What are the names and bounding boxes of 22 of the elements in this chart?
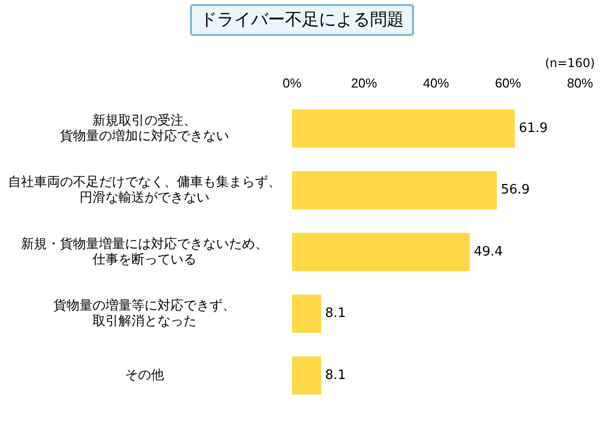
data-label: 49.4 [474, 244, 503, 260]
bar [292, 109, 515, 148]
data-label: 8.1 [325, 368, 346, 383]
text: (n=160) [545, 56, 595, 70]
x-tick-label: 60% [494, 75, 522, 90]
data-label: 8.1 [325, 306, 346, 322]
x-tick-label: 80% [566, 75, 594, 90]
y-tick-label: その他 [125, 367, 164, 382]
y-tick-label: 新規取引の受注、貨物量の増加に対応できない [60, 112, 229, 143]
y-tick-label: 新規・貨物量増量には対応できないため、仕事を断っている [21, 236, 268, 266]
data-label: 61.9 [518, 120, 548, 136]
bar [292, 232, 470, 272]
x-tick-label: 40% [422, 75, 450, 90]
x-tick-label: 20% [350, 75, 378, 90]
data-label: 56.9 [500, 182, 530, 198]
y-tick-label: 自社車両の不足だけでなく、傭車も集まらず、円滑な輸送ができない [8, 174, 281, 205]
bar [292, 356, 322, 395]
bar [292, 171, 497, 210]
x-tick-label: 0% [282, 75, 302, 90]
bar [292, 294, 322, 333]
y-tick-label: 貨物量の増量等に対応できず、取引解消となった [54, 298, 236, 328]
chart-title: ドライバー不足による問題 [190, 4, 414, 36]
